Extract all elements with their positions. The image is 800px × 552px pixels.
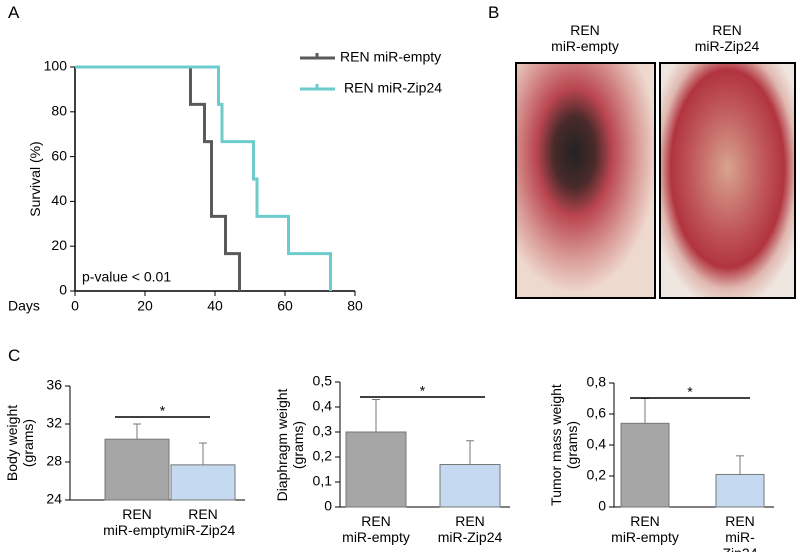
y-tick-label: 24 [46,491,62,507]
bar [715,473,765,508]
bar [170,464,236,501]
photo [659,62,796,299]
x-tick-label: 0 [71,298,79,314]
y-axis-label: Survival (%) [27,141,43,217]
y-axis-label: Tumor mass weight (grams) [548,384,580,506]
x-tick-label: 60 [277,298,293,314]
panel-label: C [8,346,21,365]
y-tick-label: 0,2 [313,448,333,464]
x-tick-label: REN miR-Zip24 [722,513,757,552]
x-tick-label: 40 [207,298,223,314]
y-tick-label: 0,3 [313,423,333,439]
y-axis-label: Body weight (grams) [4,404,36,482]
y-tick-label: 0 [324,498,332,514]
y-tick-label: 0,2 [587,467,607,483]
legend-label: REN miR-empty [340,49,441,65]
y-tick-label: 0,1 [313,473,333,489]
y-tick-label: 20 [51,237,67,253]
x-tick-label: REN miR-empty [103,506,171,538]
x-tick-label: REN miR-empty [342,513,410,545]
significance-label: * [687,384,693,400]
photo-label: REN miR-Zip24 [694,22,760,54]
photo [515,62,656,299]
y-tick-label: 0,4 [313,398,333,414]
bar [439,464,501,508]
x-tick-label: REN miR-empty [611,513,679,545]
significance-label: * [160,403,166,419]
y-tick-label: 100 [44,58,68,74]
photo-label: REN miR-empty [551,22,619,54]
survival-line [75,65,241,291]
annotation: p-value < 0.01 [82,269,171,285]
panel-label: A [8,3,20,22]
x-axis-label: Days [8,298,40,314]
y-tick-label: 0,5 [313,373,333,389]
y-tick-label: 28 [46,453,62,469]
panel-label: B [488,3,500,22]
y-axis-label: Diaphragm weight (grams) [274,388,306,501]
y-tick-label: 0 [59,282,67,298]
x-tick-label: 80 [347,298,363,314]
y-tick-label: 60 [51,147,67,163]
survival-line [75,65,332,291]
bar [345,431,407,508]
y-tick-label: 80 [51,103,67,119]
y-tick-label: 40 [51,192,67,208]
y-tick-label: 0,4 [587,436,607,452]
x-tick-label: REN miR-Zip24 [437,513,503,545]
y-tick-label: 0 [598,498,606,514]
y-tick-label: 36 [46,377,62,393]
legend-label: REN miR-Zip24 [344,80,442,96]
bar [104,438,170,501]
y-tick-label: 0,8 [587,374,607,390]
y-tick-label: 32 [46,415,62,431]
y-tick-label: 0,6 [587,405,607,421]
x-tick-label: REN miR-Zip24 [170,506,236,538]
x-tick-label: 20 [137,298,153,314]
significance-label: * [420,383,426,399]
bar [620,422,670,508]
